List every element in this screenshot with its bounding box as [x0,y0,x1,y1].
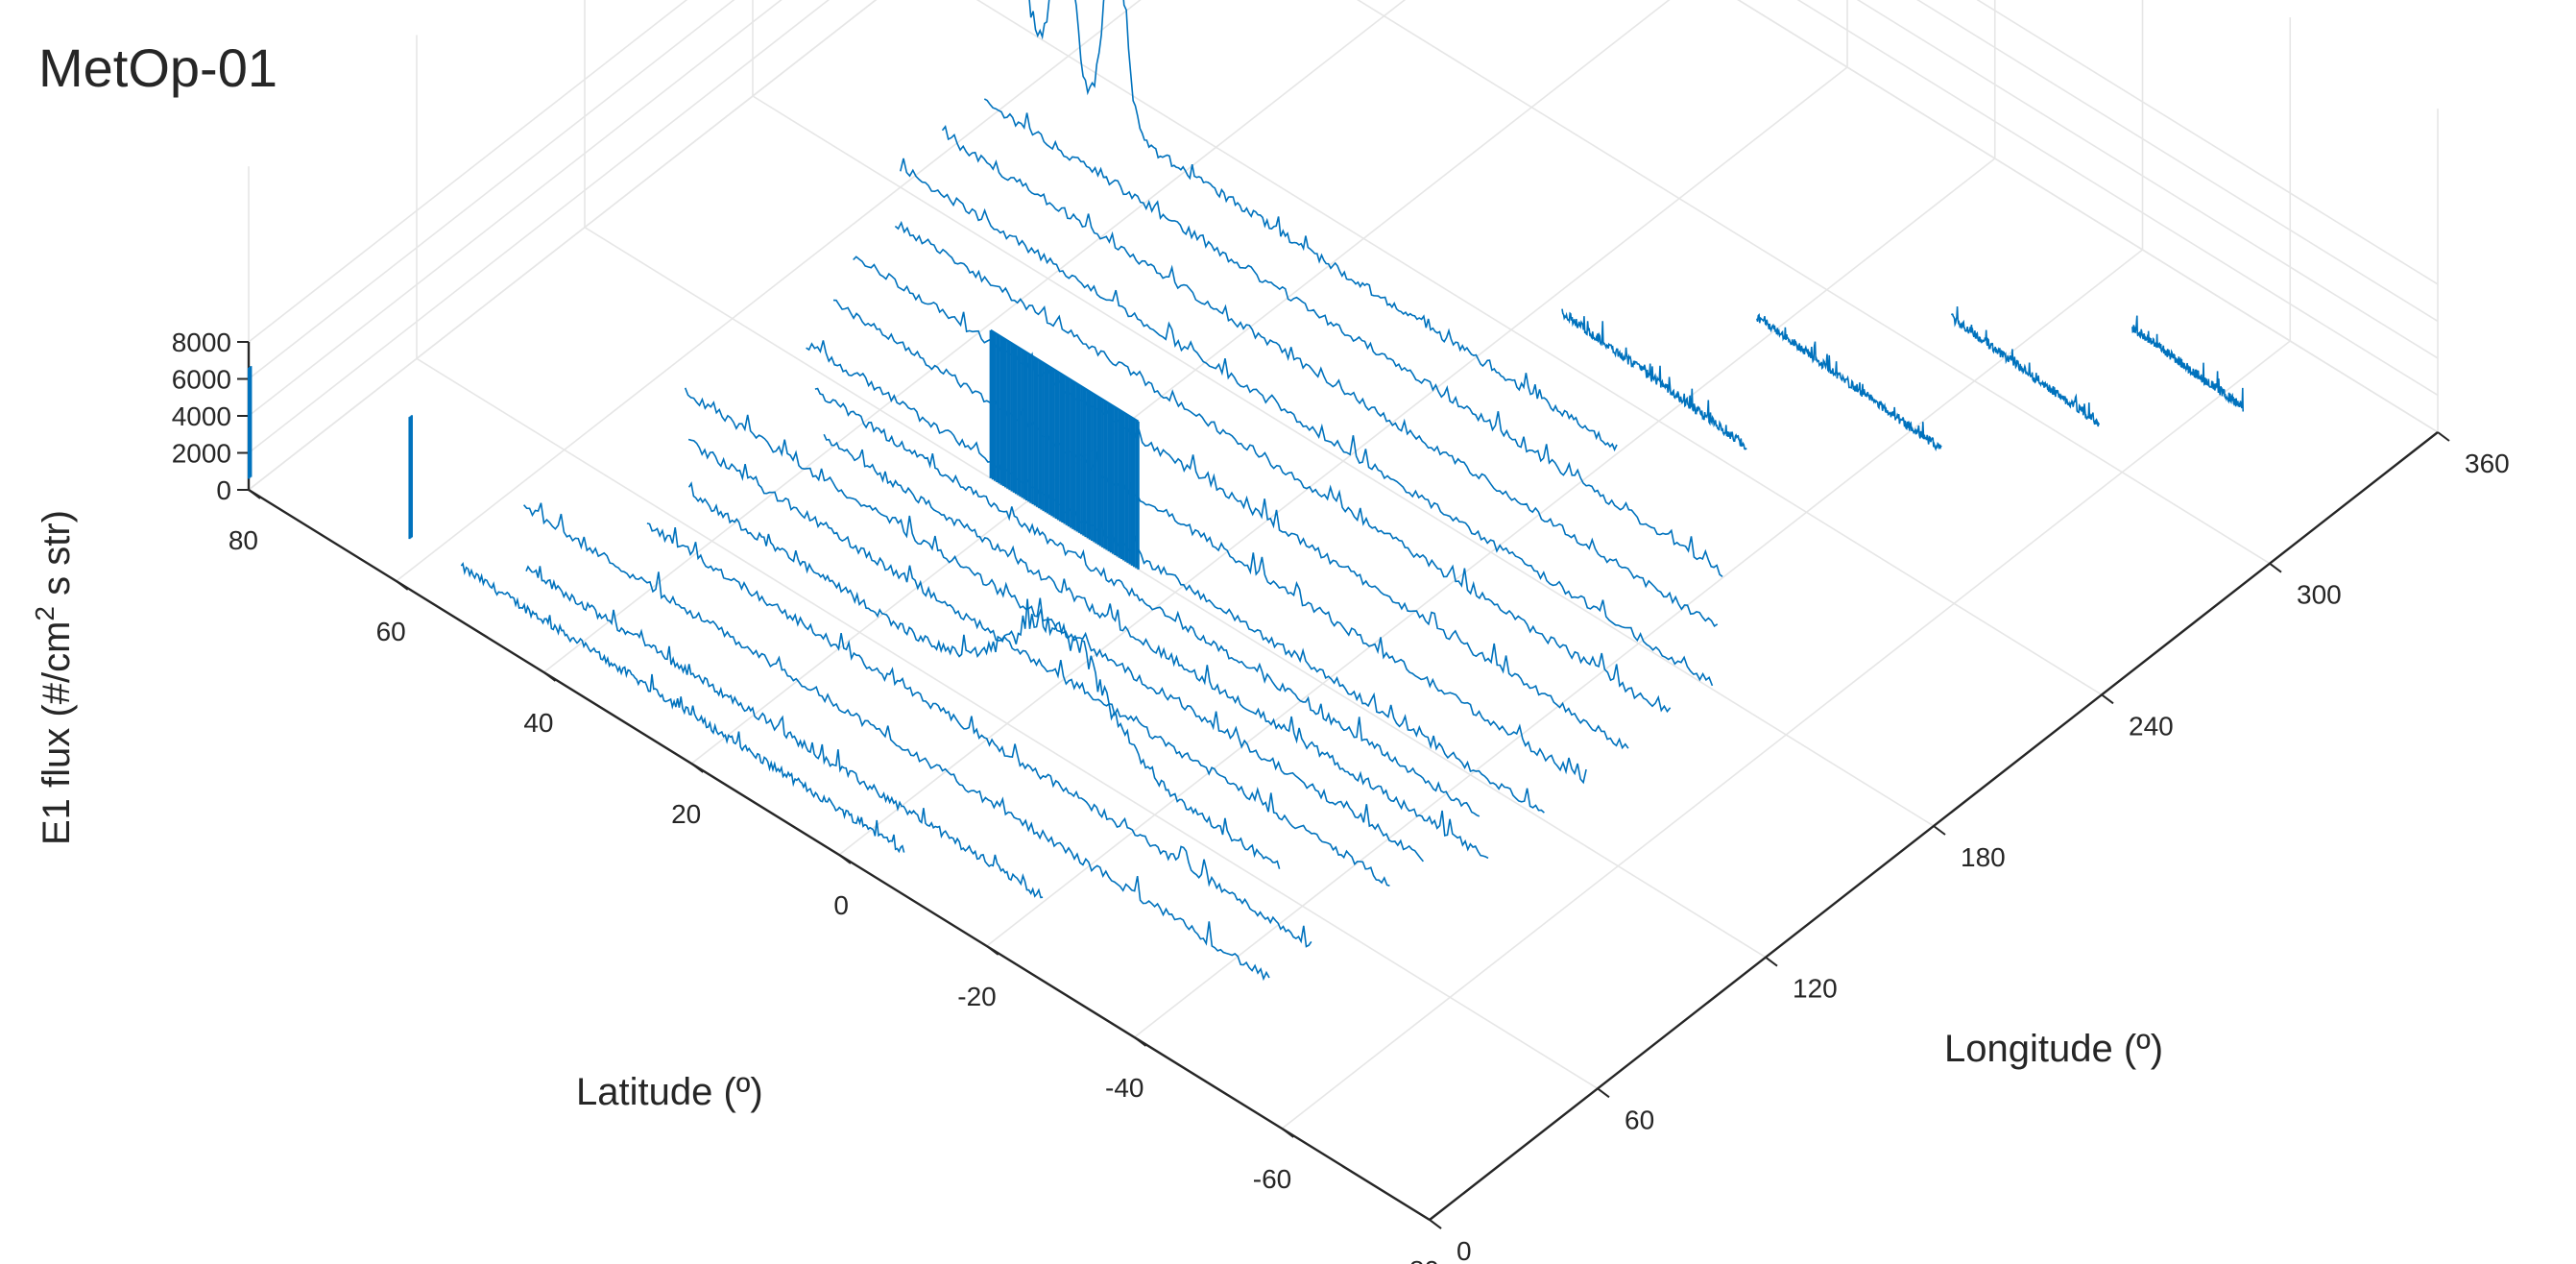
x-tick-label: -40 [1105,1073,1144,1103]
y-axis-label: Longitude (º) [1944,1028,2163,1070]
x-tick-label: 80 [229,525,258,555]
x-tick-label: 60 [376,617,406,646]
z-axis-label-main: E1 flux (#/cm [36,621,78,845]
x-tick-mark [690,763,704,773]
x-tick-mark [1133,1036,1147,1047]
wall-grid-line [1737,0,2439,433]
y-tick-mark [1597,1087,1610,1099]
wall-grid-line [1796,0,2439,397]
wall-grid-line [248,0,831,454]
floor-grid-line [690,0,1671,765]
y-tick-mark [1765,956,1778,967]
x-tick-label: 20 [671,799,701,829]
z-tick-label: 8000 [172,328,231,357]
x-tick-mark [1281,1128,1294,1138]
x-tick-mark [542,671,557,682]
series-line [522,502,1270,982]
y-tick-mark [2269,562,2282,573]
series-line [894,220,1672,714]
z-tick-label: 4000 [172,401,231,431]
series-line [900,158,1714,687]
wall-grid-line [248,0,878,491]
data-series [247,0,2244,982]
series-line [525,565,1044,899]
y-tick-label: 120 [1793,974,1838,1004]
series-line [1756,313,1942,451]
wall-grid-line [248,0,782,417]
x-tick-label: -80 [1401,1255,1439,1264]
y-tick-label: 360 [2465,449,2510,478]
x-tick-mark [248,489,261,499]
series-line [983,98,1723,578]
series-line [1950,306,2101,427]
series-line [684,387,1425,863]
z-axis-label-sup: 2 [30,606,60,621]
x-tick-mark [986,945,999,956]
z-tick-label: 6000 [172,365,231,395]
series-line [646,523,1312,948]
y-tick-label: 240 [2129,711,2174,741]
tick-labels: 80 60 40 20 0 -20 -40 -60 -80 0 60 120 180 240 300 360 0… [172,328,2510,1264]
series-line [1028,0,1618,452]
z-tick-label: 2000 [172,439,231,469]
series-line [1561,308,1747,450]
series-line [832,299,1587,785]
chart-title: MetOp-01 [38,37,277,98]
wall-grid-line [1916,0,2439,323]
x-tick-label: -20 [957,982,996,1011]
series-line [941,125,1719,628]
floor-grid-line [752,95,1935,827]
y-tick-mark [2437,431,2450,442]
wall-grid-line [248,0,688,343]
wall-grid-line [248,0,735,380]
series-line [806,340,1545,814]
y-tick-label: 300 [2297,580,2342,610]
series-line [687,481,1281,869]
series-line [687,438,1390,887]
y-tick-mark [2101,693,2114,705]
series-line [853,255,1629,750]
series-line [2131,315,2244,412]
z-axis-label: E1 flux (#/cm2 s str) [30,510,78,845]
x-tick-label: 40 [523,708,553,738]
axes [237,341,2450,1229]
wall-grid-line [1856,0,2439,359]
y-tick-label: 180 [1961,842,2006,872]
x-tick-label: -60 [1253,1164,1291,1194]
x-tick-mark [838,854,852,864]
series-line [460,562,905,854]
y-tick-label: 0 [1457,1236,1472,1264]
x-tick-mark [396,580,409,591]
series-line [823,433,1489,860]
wall-grid-line [1976,0,2439,285]
z-tick-label: 0 [216,475,231,505]
x-tick-label: 0 [833,890,849,920]
floor-grid-line [416,357,1599,1090]
z-axis-label-tail: s str) [36,510,78,606]
block-top-line [990,328,1140,423]
floor-grid-line [1357,0,2271,565]
floor-grid-line [543,0,1407,673]
axis-labels: Latitude (º) Longitude (º) E1 flux (#/cm… [30,510,2163,1113]
floor-grid-line [396,0,1142,582]
y-tick-label: 60 [1625,1105,1654,1134]
y-tick-mark [1429,1219,1442,1229]
y-tick-mark [1933,825,1946,836]
x-axis-label: Latitude (º) [576,1071,763,1113]
floor-grid-line [975,0,2103,696]
series-line [814,387,1481,817]
floor-grid-line [584,226,1767,959]
